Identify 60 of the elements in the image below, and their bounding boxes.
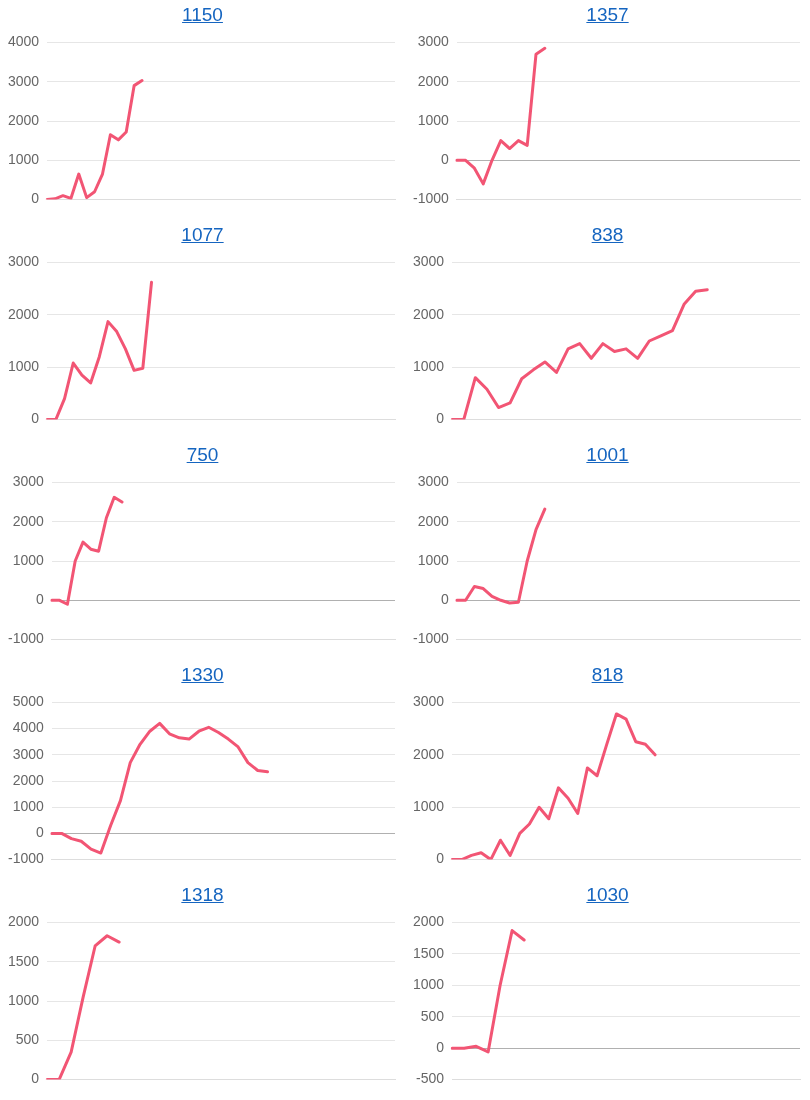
y-tick-label: 1000 — [417, 111, 450, 128]
y-tick-label: 2000 — [417, 512, 450, 529]
y-tick-label: 2000 — [7, 913, 40, 930]
y-tick-label: -1000 — [7, 850, 45, 867]
y-tick-label: 1000 — [7, 358, 40, 375]
y-tick-label: 0 — [436, 1039, 445, 1056]
y-tick-label: 500 — [420, 1007, 445, 1024]
y-tick-label: 3000 — [412, 253, 445, 270]
y-tick-label: 3000 — [417, 33, 450, 50]
y-tick-label: -1000 — [7, 630, 45, 647]
y-tick-label: 4000 — [7, 33, 40, 50]
chart-title: 1077 — [180, 223, 225, 246]
chart-title: 838 — [590, 223, 625, 246]
y-tick-label: 1000 — [12, 551, 45, 568]
y-tick-label: 0 — [31, 190, 40, 207]
y-tick-label: 1000 — [7, 991, 40, 1008]
y-tick-label: 0 — [441, 151, 450, 168]
y-tick-label: 5000 — [12, 693, 45, 710]
y-tick-label: 500 — [15, 1031, 40, 1048]
y-tick-label: 2000 — [7, 305, 40, 322]
y-tick-label: 2000 — [412, 305, 445, 322]
y-tick-label: 0 — [31, 410, 40, 427]
y-tick-label: -1000 — [412, 190, 450, 207]
y-tick-label: 3000 — [7, 72, 40, 89]
y-tick-label: 3000 — [417, 473, 450, 490]
chart-title: 1330 — [180, 663, 225, 686]
chart-title: 1030 — [585, 883, 630, 906]
y-tick-label: 3000 — [7, 253, 40, 270]
y-tick-label: 0 — [36, 824, 45, 841]
y-tick-label: 1500 — [7, 952, 40, 969]
y-tick-label: 0 — [441, 591, 450, 608]
y-tick-label: 2000 — [12, 771, 45, 788]
y-tick-label: 0 — [436, 410, 445, 427]
y-tick-label: 1000 — [417, 551, 450, 568]
y-tick-label: 1000 — [7, 151, 40, 168]
y-tick-label: -1000 — [412, 630, 450, 647]
y-tick-label: 4000 — [12, 719, 45, 736]
chart-title: 1318 — [180, 883, 225, 906]
y-tick-label: 3000 — [412, 693, 445, 710]
y-tick-label: 1000 — [412, 976, 445, 993]
y-tick-label: 0 — [31, 1070, 40, 1087]
y-tick-label: 1000 — [412, 358, 445, 375]
y-tick-label: 0 — [36, 591, 45, 608]
y-tick-label: 0 — [436, 850, 445, 867]
y-tick-label: 2000 — [412, 913, 445, 930]
y-tick-label: 2000 — [12, 512, 45, 529]
chart-title: 750 — [185, 443, 220, 466]
chart-title: 1150 — [181, 3, 224, 26]
y-tick-label: 2000 — [7, 111, 40, 128]
y-tick-label: 1500 — [412, 944, 445, 961]
chart-title: 818 — [590, 663, 625, 686]
y-tick-label: -500 — [416, 1070, 445, 1087]
y-tick-label: 1000 — [412, 798, 445, 815]
y-tick-label: 2000 — [417, 72, 450, 89]
y-tick-label: 3000 — [12, 473, 45, 490]
y-tick-label: 2000 — [412, 745, 445, 762]
chart-title: 1001 — [585, 443, 630, 466]
y-tick-label: 1000 — [12, 798, 45, 815]
y-tick-label: 3000 — [12, 745, 45, 762]
chart-title: 1357 — [585, 3, 630, 26]
